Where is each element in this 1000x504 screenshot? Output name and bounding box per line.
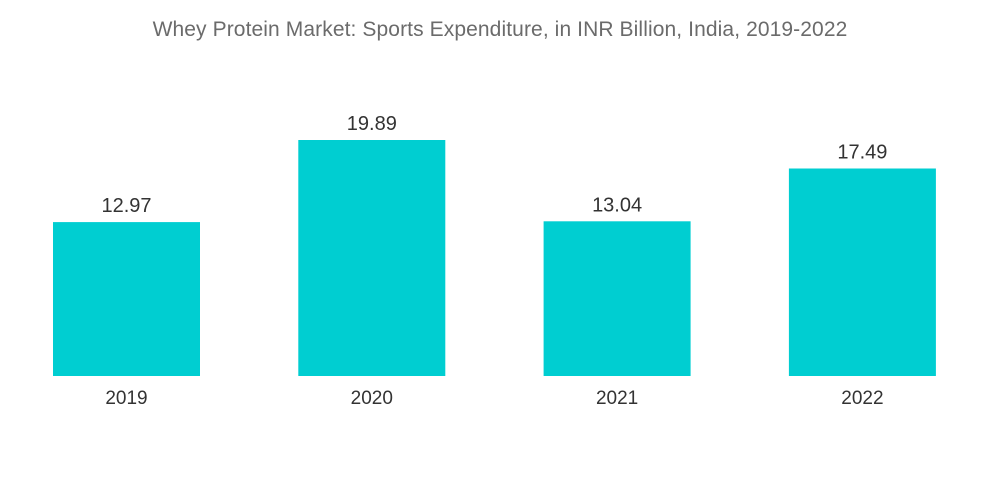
bar-2019 [53, 222, 200, 376]
data-label-2020: 19.89 [347, 113, 397, 135]
x-tick-label-2020: 2020 [351, 388, 393, 409]
data-label-2021: 13.04 [592, 194, 642, 216]
x-tick-label-2021: 2021 [596, 388, 638, 409]
x-tick-label-2022: 2022 [841, 388, 883, 409]
bar-2022 [788, 168, 936, 376]
x-tick-label-2019: 2019 [105, 388, 147, 409]
data-label-2019: 12.97 [101, 195, 151, 217]
bar-2020 [298, 140, 446, 376]
chart-title: Whey Protein Market: Sports Expenditure,… [152, 18, 848, 41]
data-label-2022: 17.49 [837, 142, 887, 164]
bar-2021 [543, 221, 691, 376]
